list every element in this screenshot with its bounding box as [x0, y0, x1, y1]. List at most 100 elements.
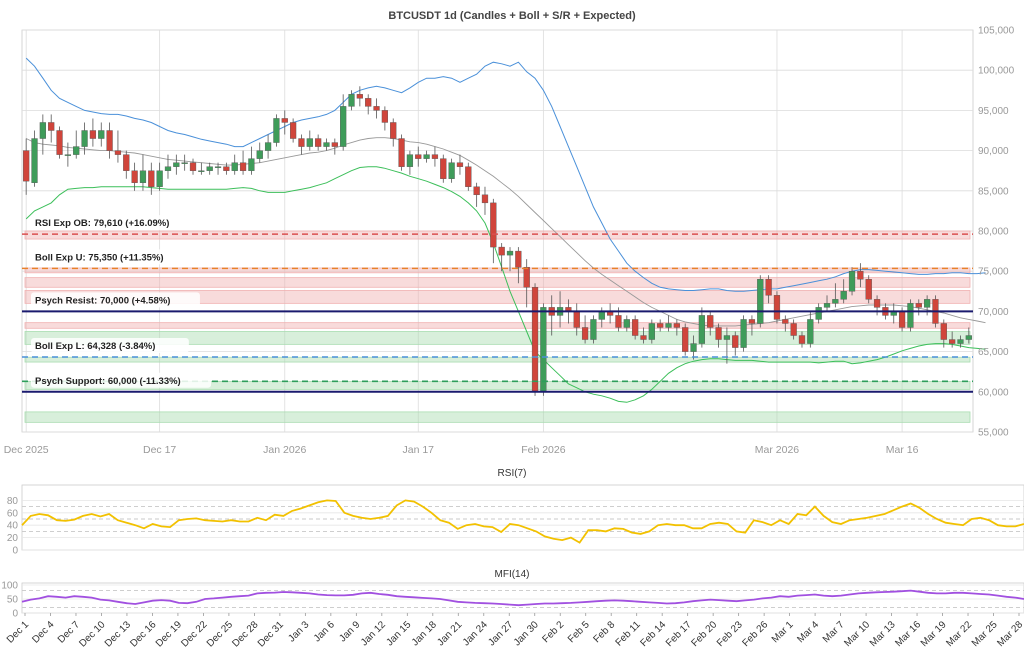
candle-down [481, 194, 489, 204]
bottom-date-label: Dec 16 [128, 619, 158, 649]
candle-up [406, 154, 414, 167]
x-tick-label: Mar 16 [886, 444, 919, 456]
candle-up [448, 162, 455, 179]
x-tick-label: Mar 2026 [755, 444, 800, 456]
candle-up [340, 106, 347, 147]
candle-down [23, 150, 30, 182]
candle-down [732, 335, 739, 348]
candle-down [398, 138, 405, 167]
support-zone [24, 356, 971, 363]
candle-up [264, 142, 272, 151]
candle-down [56, 130, 63, 155]
candle-down [365, 98, 372, 107]
candle-down [189, 162, 197, 171]
candle-down [949, 339, 956, 344]
mfi-series-line [21, 589, 1024, 607]
candle-down [223, 166, 230, 171]
candle-up [214, 166, 222, 168]
level-label: Psych Resist: 70,000 (+4.58%) [35, 295, 170, 306]
y-tick-label: 55,000 [978, 428, 1009, 439]
resistance-zone [24, 230, 971, 240]
candle-down [114, 150, 122, 155]
candle-up [665, 323, 672, 328]
candle-down [48, 122, 55, 131]
level-label: RSI Exp OB: 79,610 (+16.09%) [35, 218, 169, 229]
candle-down [531, 287, 539, 392]
bottom-date-label: Jan 3 [286, 619, 311, 644]
mfi-tick-label: 100 [1, 581, 18, 592]
mfi-grid [22, 584, 1024, 614]
x-tick-label: Dec 2025 [4, 444, 49, 456]
candle-down [356, 94, 363, 99]
candle-up [957, 339, 964, 344]
y-tick-label: 80,000 [978, 227, 1009, 238]
level-label: Boll Exp U: 75,350 (+11.35%) [35, 252, 164, 263]
bottom-date-label: Feb 2 [540, 619, 566, 645]
chart-title: BTCUSDT 1d (Candles + Boll + S/R + Expec… [388, 10, 636, 22]
candle-up [923, 299, 931, 308]
candle-up [648, 323, 655, 340]
candle-down [773, 295, 781, 320]
mfi-line [21, 589, 1024, 607]
y-tick-label: 90,000 [978, 146, 1009, 157]
bottom-date-label: Feb 23 [715, 619, 745, 649]
price-panel: RSI Exp OB: 79,610 (+16.09%) Boll Exp U: … [4, 26, 1015, 457]
candle-down [765, 279, 772, 296]
mfi-tick-label: 50 [7, 595, 19, 606]
candle-up [306, 138, 313, 147]
resistance-zone [24, 290, 971, 304]
candle-up [540, 307, 547, 393]
x-tick-label: Dec 17 [143, 444, 176, 456]
bottom-date-label: Feb 17 [664, 619, 694, 649]
candle-up [164, 166, 172, 171]
candle-down [865, 279, 872, 300]
bottom-date-label: Dec 31 [256, 619, 286, 649]
candle-up [832, 299, 839, 304]
bottom-date-label: Dec 19 [154, 619, 184, 649]
bottom-date-label: Mar 16 [893, 619, 923, 649]
candle-down [131, 170, 138, 183]
boll-lower-line [25, 166, 986, 403]
y-tick-label: 100,000 [978, 66, 1015, 77]
bottom-date-label: Jan 24 [461, 619, 490, 648]
candle-up [273, 118, 280, 143]
candle-up [590, 319, 597, 340]
candle-down [640, 335, 647, 340]
candle-down [431, 154, 439, 159]
bottom-date-label: Dec 10 [77, 619, 107, 649]
candle-up [231, 162, 238, 171]
candle-down [707, 315, 714, 328]
candle-down [373, 106, 380, 111]
candle-down [782, 319, 789, 324]
y-tick-label: 60,000 [978, 387, 1009, 398]
resistance-zone [24, 322, 971, 329]
candle-down [682, 327, 689, 352]
bottom-date-label: Feb 5 [566, 619, 592, 645]
candle-up [39, 122, 46, 139]
candle-down [515, 250, 522, 268]
y-tick-label: 105,000 [978, 26, 1015, 37]
bottom-date-label: Mar 22 [944, 619, 974, 649]
bottom-date-label: Dec 4 [30, 619, 57, 646]
candle-down [581, 327, 589, 340]
candle-down [940, 323, 947, 340]
rsi-tick-label: 0 [12, 546, 18, 557]
candle-down [898, 311, 906, 328]
level-label-bg [31, 249, 195, 265]
bottom-date-label: Mar 13 [868, 619, 898, 649]
bottom-date-label: Mar 1 [770, 619, 796, 645]
candle-down [390, 122, 397, 139]
resistance-zone [24, 277, 971, 288]
bottom-date-label: Jan 27 [486, 619, 515, 648]
candle-down [106, 130, 113, 151]
bottom-date-label: Feb 26 [740, 619, 770, 649]
candle-up [907, 303, 914, 328]
candle-up [598, 311, 605, 320]
bottom-date-label: Dec 25 [205, 619, 235, 649]
level-label: Boll Exp L: 64,328 (-3.84%) [35, 341, 155, 352]
candle-up [98, 130, 105, 139]
